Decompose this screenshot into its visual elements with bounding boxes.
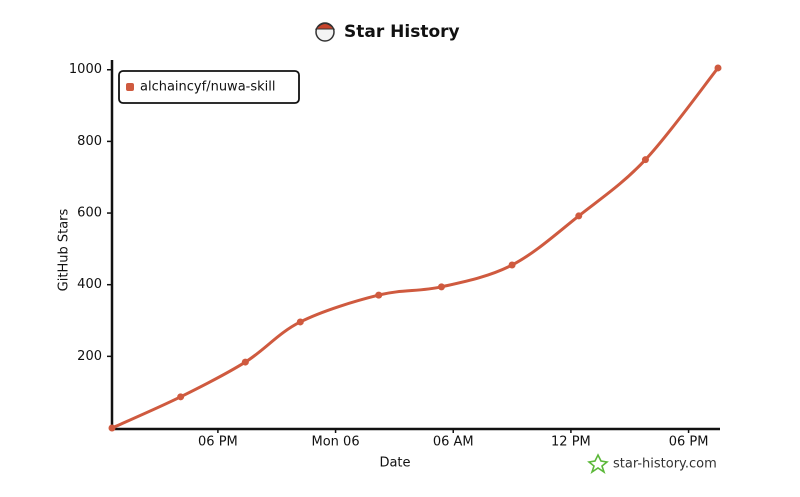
x-tick-label: 12 PM (551, 435, 591, 450)
y-tick-label: 800 (77, 134, 102, 149)
legend-box (118, 70, 300, 104)
chart-title: Star History (344, 22, 460, 42)
point (108, 424, 116, 432)
legend-swatch (126, 83, 134, 91)
title-icon (314, 22, 336, 42)
x-tick-label: 06 PM (669, 435, 709, 450)
y-tick-label: 600 (77, 206, 102, 221)
watermark-icon (587, 453, 609, 474)
y-axis-title: GitHub Stars (57, 208, 72, 291)
point (575, 212, 583, 220)
point (641, 156, 649, 164)
point (241, 358, 249, 366)
series-line (110, 66, 720, 430)
point (375, 291, 383, 299)
point (508, 261, 516, 269)
point (296, 318, 304, 326)
y-tick-label: 1000 (69, 62, 102, 77)
point (177, 393, 185, 401)
y-tick-label: 200 (77, 349, 102, 364)
y-tick-label: 400 (77, 277, 102, 292)
x-tick-label: 06 AM (433, 435, 474, 450)
watermark: star-history.com (613, 457, 717, 472)
legend-label: alchaincyf/nuwa-skill (140, 80, 275, 95)
x-tick-label: 06 PM (198, 435, 238, 450)
point (437, 283, 445, 291)
x-axis-title: Date (379, 456, 410, 471)
x-tick-label: Mon 06 (312, 435, 360, 450)
point (714, 64, 722, 72)
